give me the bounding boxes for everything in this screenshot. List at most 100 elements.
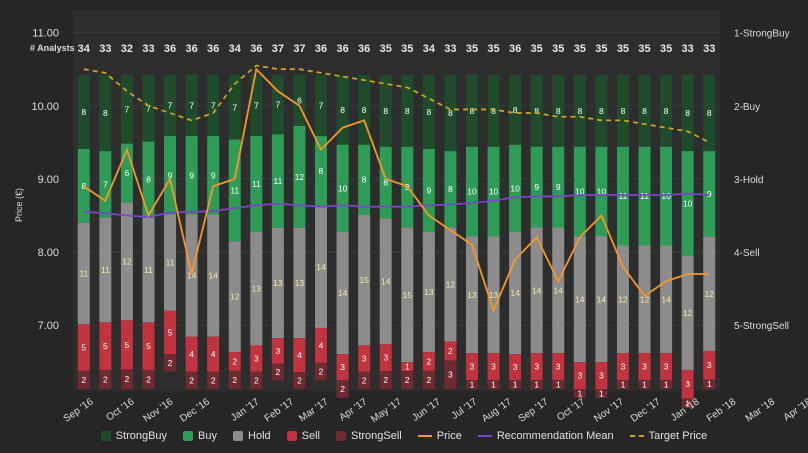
legend-item[interactable]: StrongSell <box>335 430 402 442</box>
bar-buy <box>681 151 694 256</box>
bar-label: 9 <box>534 182 539 192</box>
legend-item[interactable]: Target Price <box>629 430 708 442</box>
analyst-count: 34 <box>229 43 242 55</box>
bar-sell <box>573 362 586 389</box>
bar-label: 1 <box>405 362 410 372</box>
bar-hold <box>487 236 500 354</box>
analyst-count: 35 <box>487 43 499 55</box>
bar-strongbuy <box>379 75 392 147</box>
bar-sell <box>638 353 651 381</box>
bar-label: 8 <box>448 108 453 118</box>
bar-sell <box>142 322 155 370</box>
bar-sell <box>595 362 608 389</box>
right-axis-label: 4-Sell <box>734 248 760 259</box>
bar-label: 7 <box>103 179 108 189</box>
bar-label: 7 <box>125 104 130 114</box>
bar-label: 1 <box>685 398 690 408</box>
x-tick-label: Nov '16 <box>141 396 175 425</box>
bar-strongsell <box>573 389 586 398</box>
bar-strongsell <box>401 371 414 389</box>
bar-label: 8 <box>577 106 582 116</box>
x-tick-label: Sep '17 <box>517 396 551 425</box>
legend-item[interactable]: StrongBuy <box>100 430 167 442</box>
analyst-count: 36 <box>185 43 197 55</box>
bar-label: 14 <box>208 271 218 281</box>
legend-item[interactable]: Buy <box>183 430 217 442</box>
bar-label: 2 <box>362 375 367 385</box>
bar-label: 12 <box>640 294 650 304</box>
bar-sell <box>293 338 306 373</box>
bar-strongbuy <box>250 75 263 137</box>
legend-item[interactable]: Hold <box>233 430 271 442</box>
bar-label: 14 <box>597 294 607 304</box>
bar-label: 8 <box>707 108 712 118</box>
legend-label: Target Price <box>648 430 708 442</box>
bar-strongbuy <box>465 75 478 147</box>
bar-label: 2 <box>125 374 130 384</box>
bar-label: 3 <box>685 379 690 389</box>
bar-label: 5 <box>81 342 86 352</box>
analyst-count: 36 <box>207 43 219 55</box>
bar-label: 8 <box>448 184 453 194</box>
bar-label: 9 <box>168 170 173 180</box>
bar-label: 15 <box>359 275 369 285</box>
price-line <box>83 67 710 314</box>
bar-label: 7 <box>319 101 324 111</box>
bar-hold <box>315 205 328 328</box>
bar-hold <box>228 241 241 353</box>
y-tick-label: 7.00 <box>38 320 59 332</box>
bar-label: 9 <box>211 170 216 180</box>
bar-strongbuy <box>401 75 414 147</box>
bar-strongbuy <box>228 75 241 140</box>
x-tick-label: Sep '16 <box>62 396 96 425</box>
analyst-count: 35 <box>595 43 607 55</box>
bar-buy <box>552 146 565 228</box>
bar-label: 3 <box>556 362 561 372</box>
bar-strongsell <box>703 379 716 389</box>
bar-buy <box>250 136 263 232</box>
legend-item[interactable]: Price <box>417 430 462 442</box>
bar-label: 2 <box>232 375 237 385</box>
bar-label: 2 <box>340 384 345 394</box>
x-tick-label: Jul '17 <box>450 396 480 422</box>
bar-label: 2 <box>232 356 237 366</box>
bar-hold <box>293 227 306 339</box>
analyst-count: 35 <box>466 43 478 55</box>
bar-label: 9 <box>189 170 194 180</box>
analysts-label: # Analysts <box>30 43 75 53</box>
bar-buy <box>465 146 478 237</box>
x-tick-label: Mar '18 <box>744 396 778 424</box>
bar-label: 7 <box>254 101 259 111</box>
bar-buy <box>616 146 629 246</box>
bar-label: 2 <box>319 367 324 377</box>
bar-strongsell <box>358 371 371 389</box>
bar-hold <box>250 232 263 346</box>
bar-label: 2 <box>189 375 194 385</box>
bar-strongbuy <box>315 75 328 137</box>
bar-sell <box>164 310 177 355</box>
bar-label: 8 <box>685 108 690 118</box>
bar-strongsell <box>681 398 694 409</box>
legend-swatch <box>183 431 194 441</box>
legend-label: Price <box>436 430 462 442</box>
bar-label: 8 <box>362 105 367 115</box>
bar-buy <box>703 151 716 237</box>
legend-item[interactable]: Sell <box>286 430 320 442</box>
legend-item[interactable]: Recommendation Mean <box>477 430 614 442</box>
bar-strongbuy <box>573 75 586 147</box>
bar-sell <box>401 362 414 372</box>
bar-label: 10 <box>683 198 693 208</box>
bar-label: 12 <box>618 294 628 304</box>
bar-label: 14 <box>338 288 348 298</box>
bar-label: 3 <box>470 362 475 372</box>
bar-sell <box>228 352 241 371</box>
bar-label: 8 <box>513 105 518 115</box>
bar-label: 5 <box>125 340 130 350</box>
plot-area <box>73 10 720 391</box>
analyst-count: 35 <box>380 43 392 55</box>
bar-label: 13 <box>489 290 499 300</box>
bar-sell <box>379 344 392 372</box>
bar-label: 5 <box>168 327 173 337</box>
bar-label: 7 <box>189 101 194 111</box>
bar-hold <box>185 214 198 337</box>
